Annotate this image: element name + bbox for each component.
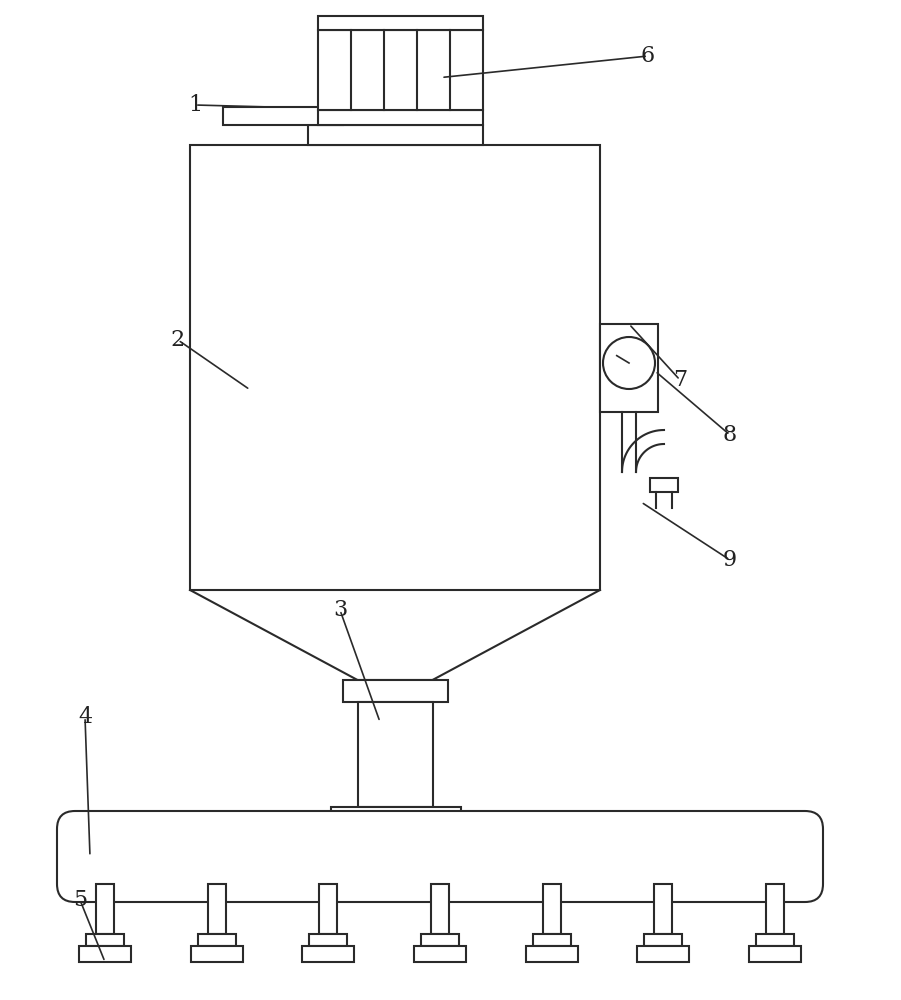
Text: 4: 4: [78, 706, 92, 728]
Bar: [319, 884, 337, 934]
Text: 7: 7: [673, 369, 687, 391]
Bar: [223, 107, 342, 125]
Bar: [197, 934, 236, 946]
Bar: [342, 680, 448, 702]
Bar: [600, 324, 658, 412]
Bar: [421, 934, 459, 946]
Bar: [532, 934, 570, 946]
Bar: [96, 884, 114, 934]
Text: 1: 1: [188, 94, 202, 116]
Bar: [654, 884, 672, 934]
Bar: [749, 946, 801, 962]
Bar: [431, 884, 449, 934]
Bar: [766, 884, 784, 934]
Text: 5: 5: [73, 889, 87, 911]
Text: 2: 2: [171, 329, 185, 351]
FancyBboxPatch shape: [57, 811, 823, 902]
Bar: [86, 934, 124, 946]
Text: 9: 9: [723, 549, 737, 571]
Bar: [542, 884, 560, 934]
Circle shape: [603, 337, 655, 389]
Bar: [637, 946, 689, 962]
Bar: [309, 934, 347, 946]
Bar: [414, 946, 466, 962]
Bar: [317, 110, 483, 125]
Text: 3: 3: [332, 599, 347, 621]
Bar: [317, 30, 483, 110]
Bar: [303, 946, 354, 962]
Bar: [191, 946, 242, 962]
Bar: [79, 946, 131, 962]
Bar: [644, 934, 682, 946]
Bar: [207, 884, 225, 934]
Bar: [190, 145, 600, 590]
Bar: [317, 16, 483, 30]
Bar: [331, 807, 460, 829]
Bar: [650, 478, 678, 492]
Text: 6: 6: [641, 45, 655, 67]
Bar: [756, 934, 794, 946]
Text: 8: 8: [723, 424, 737, 446]
Bar: [307, 125, 483, 145]
Bar: [358, 702, 432, 807]
Bar: [525, 946, 578, 962]
